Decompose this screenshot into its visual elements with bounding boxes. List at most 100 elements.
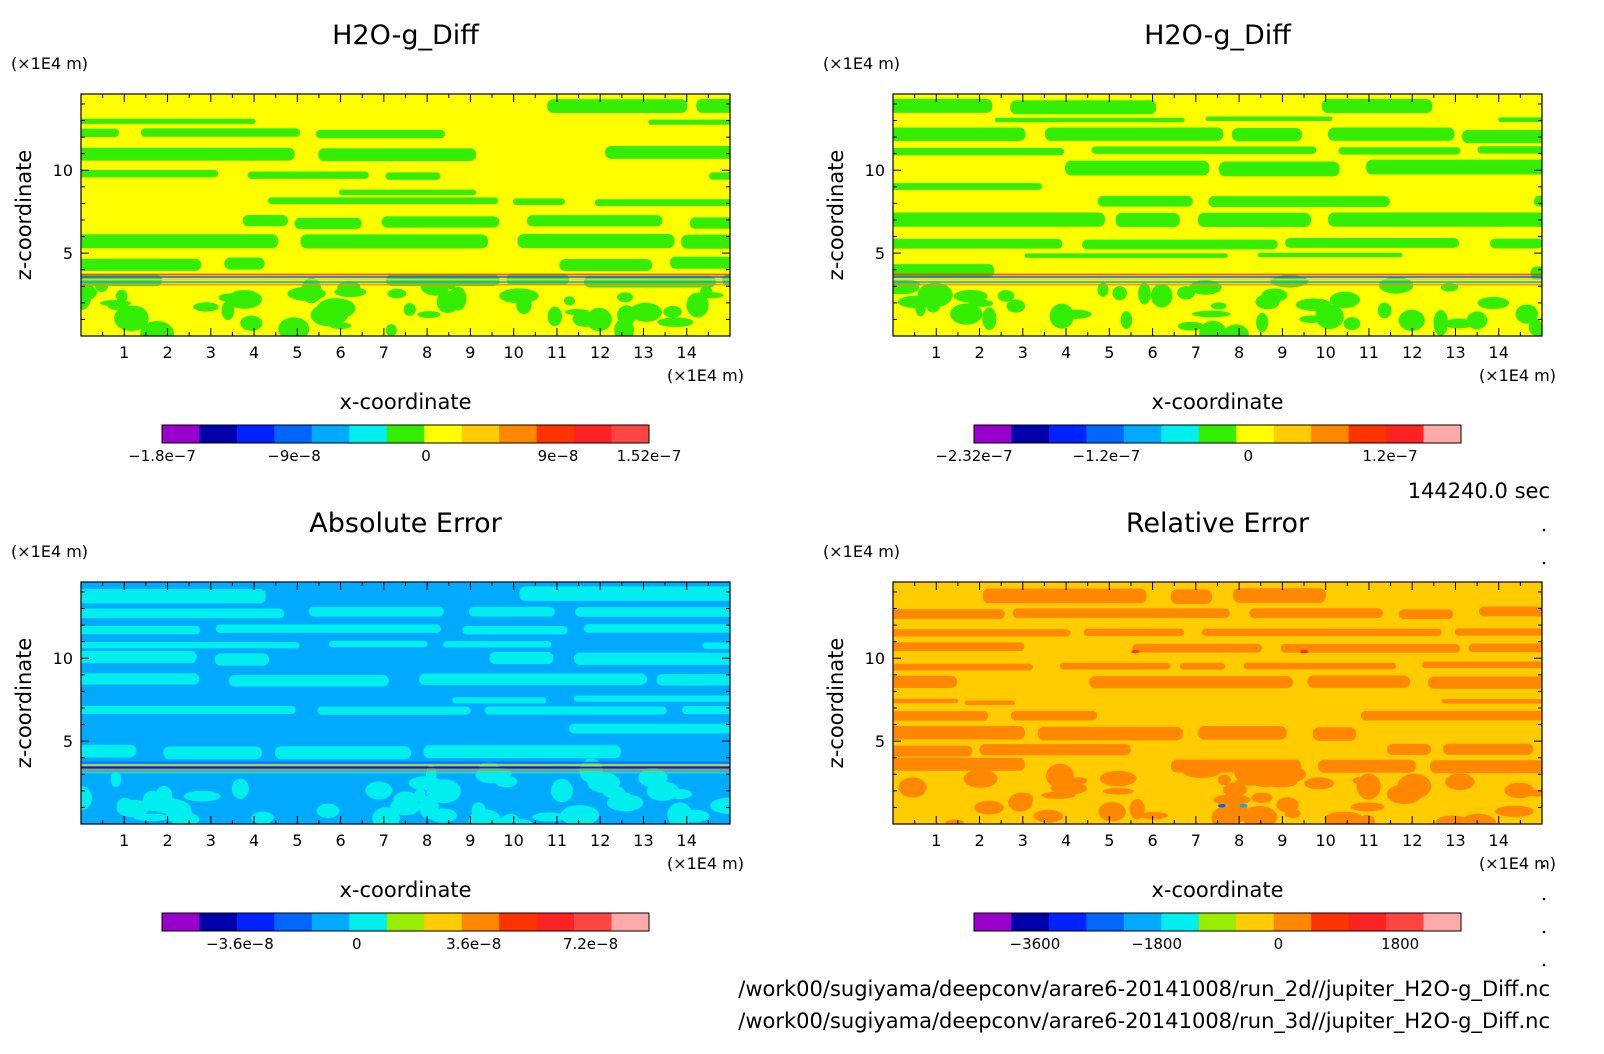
- colorbar-tick-label: 0: [1243, 447, 1253, 465]
- x-axis-label: x-coordinate: [1151, 390, 1283, 414]
- x-tick-label: 3: [1018, 343, 1028, 362]
- x-tick-label: 14: [1489, 831, 1509, 850]
- colorbar-swatch: [1198, 425, 1237, 443]
- colorbar-swatch: [274, 425, 313, 443]
- y-axis-label: z-coordinate: [824, 150, 848, 281]
- contour-field: [893, 94, 1542, 336]
- colorbar-swatch: [386, 425, 425, 443]
- x-tick-label: 13: [1445, 343, 1465, 362]
- colorbar-tick-label: 1.2e−7: [1362, 447, 1417, 465]
- colorbar-swatch: [1311, 913, 1350, 931]
- y-unit-label: (×1E4 m): [11, 542, 88, 561]
- x-tick-label: 6: [336, 831, 346, 850]
- colorbar: −1.8e−7 −9e−8 0 9e−8 1.52e−7: [128, 424, 681, 465]
- x-axis-label: x-coordinate: [1151, 878, 1283, 902]
- colorbar-tick-label: 3.6e−8: [446, 935, 501, 953]
- colorbar-swatch: [461, 913, 500, 931]
- colorbar-swatch: [1123, 425, 1162, 443]
- y-tick-label: 10: [53, 161, 73, 180]
- contour-field: [893, 582, 1542, 824]
- panel-title: H2O-g_Diff: [1144, 20, 1292, 51]
- colorbar-swatch: [424, 913, 463, 931]
- x-unit-label: (×1E4 m): [1479, 366, 1556, 385]
- contour-field: [81, 582, 730, 824]
- colorbar-tick-label: −9e−8: [267, 447, 320, 465]
- colorbar-swatch: [574, 425, 613, 443]
- colorbar-tick-label: 0: [421, 447, 431, 465]
- x-tick-label: 11: [547, 831, 567, 850]
- colorbar-tick-label: −1.8e−7: [128, 447, 196, 465]
- colorbar-swatch: [974, 425, 1012, 443]
- colorbar-tick-label: −3600: [1010, 935, 1061, 953]
- x-unit-label: (×1E4 m): [1479, 854, 1556, 873]
- x-tick-label: 7: [1191, 343, 1201, 362]
- file-path-run-3d: /work00/sugiyama/deepconv/arare6-2014100…: [738, 1009, 1550, 1034]
- colorbar-swatch: [1236, 913, 1275, 931]
- y-axis-label: z-coordinate: [824, 638, 848, 769]
- x-tick-label: 13: [633, 343, 653, 362]
- colorbar-tick-label: −1800: [1131, 935, 1182, 953]
- y-tick-label: 10: [865, 649, 885, 668]
- x-tick-label: 13: [1445, 831, 1465, 850]
- x-unit-label: (×1E4 m): [667, 366, 744, 385]
- colorbar-tick-label: −1.2e−7: [1073, 447, 1141, 465]
- x-tick-label: 8: [1234, 343, 1244, 362]
- x-tick-label: 10: [503, 831, 523, 850]
- colorbar-swatch: [274, 913, 313, 931]
- x-tick-label: 2: [162, 831, 172, 850]
- x-tick-label: 4: [1061, 831, 1071, 850]
- colorbar-swatch: [236, 425, 275, 443]
- margin-dots: [1542, 528, 1546, 967]
- x-axis-label: x-coordinate: [339, 878, 471, 902]
- colorbar-tick-label: −3.6e−8: [206, 935, 274, 953]
- colorbar-swatch: [1011, 425, 1050, 443]
- colorbar-swatch: [499, 913, 538, 931]
- colorbar-swatch: [1161, 913, 1200, 931]
- colorbar-tick-label: 9e−8: [538, 447, 579, 465]
- x-tick-label: 1: [931, 343, 941, 362]
- colorbar-swatch: [349, 913, 388, 931]
- colorbar-swatch: [162, 913, 200, 931]
- colorbar-swatch: [1048, 425, 1087, 443]
- x-tick-label: 13: [633, 831, 653, 850]
- x-tick-label: 6: [1148, 343, 1158, 362]
- colorbar-swatch: [461, 425, 500, 443]
- colorbar-swatch: [1011, 913, 1050, 931]
- x-tick-label: 7: [379, 831, 389, 850]
- colorbar-swatch: [1086, 425, 1125, 443]
- x-tick-label: 8: [422, 343, 432, 362]
- x-tick-label: 10: [1315, 831, 1335, 850]
- x-tick-label: 2: [974, 343, 984, 362]
- file-path-run-2d: /work00/sugiyama/deepconv/arare6-2014100…: [738, 977, 1550, 1002]
- colorbar-swatch: [1273, 425, 1312, 443]
- panel-title: H2O-g_Diff: [332, 20, 480, 51]
- x-tick-label: 8: [422, 831, 432, 850]
- colorbar-tick-label: −2.32e−7: [935, 447, 1012, 465]
- y-unit-label: (×1E4 m): [823, 542, 900, 561]
- x-tick-label: 11: [1359, 831, 1379, 850]
- colorbar-swatch: [574, 913, 613, 931]
- colorbar-tick-label: 0: [352, 935, 362, 953]
- y-unit-label: (×1E4 m): [823, 54, 900, 73]
- colorbar-swatch: [1311, 425, 1350, 443]
- colorbar-swatch: [1386, 425, 1425, 443]
- colorbar-swatch: [499, 425, 538, 443]
- colorbar-swatch: [1048, 913, 1087, 931]
- colorbar-swatch: [1086, 913, 1125, 931]
- x-tick-label: 12: [1402, 831, 1422, 850]
- x-tick-label: 6: [336, 343, 346, 362]
- x-tick-label: 6: [1148, 831, 1158, 850]
- x-tick-label: 7: [379, 343, 389, 362]
- x-tick-label: 3: [206, 343, 216, 362]
- colorbar-swatch: [311, 425, 350, 443]
- colorbar-swatch: [162, 425, 200, 443]
- colorbar-swatch: [611, 913, 650, 931]
- colorbar-swatch: [199, 425, 238, 443]
- x-tick-label: 9: [465, 343, 475, 362]
- x-tick-label: 10: [1315, 343, 1335, 362]
- x-tick-label: 12: [1402, 343, 1422, 362]
